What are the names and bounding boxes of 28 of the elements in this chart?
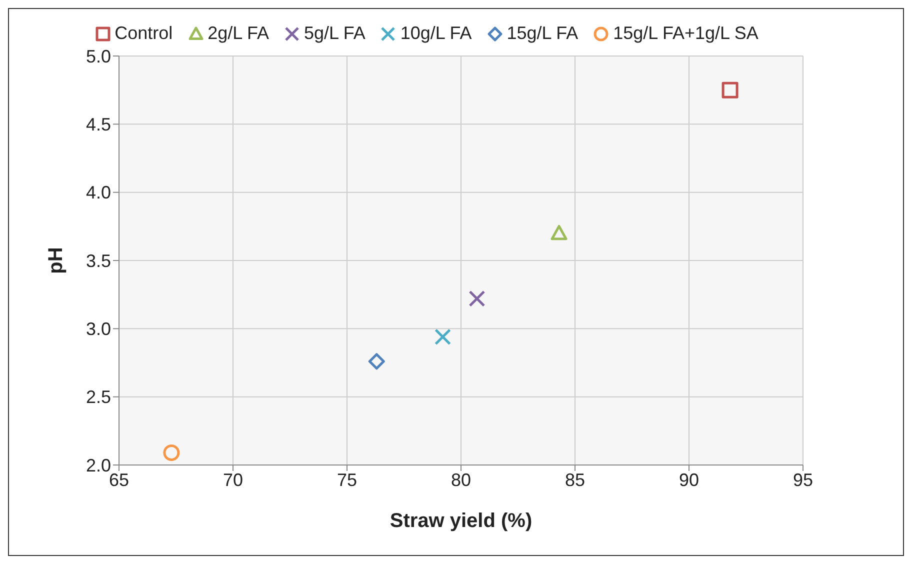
y-axis-title: pH xyxy=(45,247,68,274)
x-tick-label: 80 xyxy=(450,470,472,490)
x-tick-label: 65 xyxy=(108,470,130,490)
x-axis-title: Straw yield (%) xyxy=(390,510,532,532)
point xyxy=(434,328,452,346)
y-tick-label: 2.0 xyxy=(86,455,111,476)
legend-label: 15g/L FA xyxy=(506,23,578,44)
legend-label: 2g/L FA xyxy=(208,23,269,44)
legend-label: Control xyxy=(114,23,173,44)
point xyxy=(163,444,180,461)
point xyxy=(368,353,385,370)
x-tick-label: 75 xyxy=(336,470,358,490)
y-tick-label: 3.0 xyxy=(86,319,111,340)
x-tick-label: 85 xyxy=(564,470,586,490)
y-tick-label: 3.5 xyxy=(86,250,111,271)
point xyxy=(468,290,486,307)
legend-label: 5g/L FA xyxy=(304,23,366,44)
y-tick-label: 4.0 xyxy=(86,182,111,203)
legend-label: 15g/L FA+1g/L SA xyxy=(613,23,758,44)
y-tick-label: 4.5 xyxy=(86,114,111,135)
y-tick-label: 2.5 xyxy=(86,387,111,408)
x-tick-label: 90 xyxy=(678,470,700,490)
point xyxy=(722,82,738,98)
x-tick-label: 95 xyxy=(792,470,814,490)
legend-label: 10g/L FA xyxy=(400,23,472,44)
x-tick-label: 70 xyxy=(222,470,244,490)
y-tick-label: 5.0 xyxy=(86,46,111,66)
point xyxy=(550,224,568,240)
